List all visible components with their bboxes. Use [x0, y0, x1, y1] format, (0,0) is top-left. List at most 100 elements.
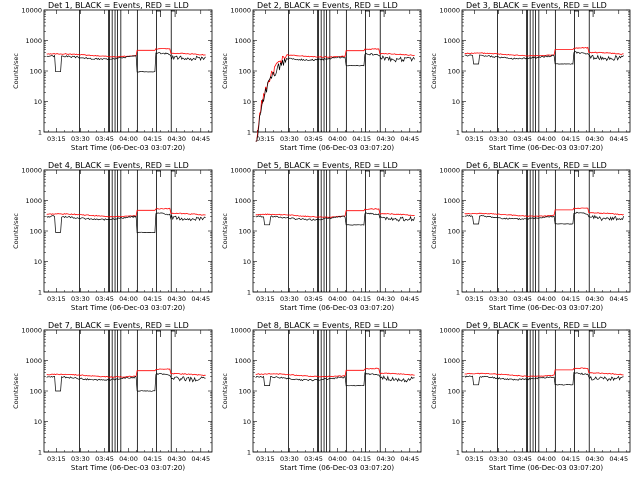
- y-axis-label: Counts/sec: [430, 373, 438, 409]
- x-tick-label: 03:30: [489, 455, 508, 463]
- x-tick-label: 04:00: [119, 455, 138, 463]
- series-events-line: [46, 212, 206, 234]
- interval-bracket: [574, 10, 579, 17]
- panel-title: Det 1, BLACK = Events, RED = LLD: [48, 1, 189, 10]
- series-events-line: [464, 51, 624, 65]
- series-lld-line: [255, 48, 415, 142]
- x-axis-label: Start Time (06-Dec-03 03:07:20): [280, 304, 394, 312]
- y-axis-label: Counts/sec: [12, 373, 20, 409]
- interval-bracket: [380, 170, 385, 177]
- y-axis-label: Counts/sec: [430, 213, 438, 249]
- interval-bracket: [380, 10, 385, 17]
- x-tick-label: 04:30: [376, 135, 395, 143]
- y-tick-label: 10: [34, 258, 42, 266]
- panel-det-3: Det 3, BLACK = Events, RED = LLD 1 10 100 10…: [430, 1, 631, 152]
- plot-frame: [252, 9, 422, 133]
- y-tick-label: 1: [38, 449, 42, 457]
- series-events-line: [464, 372, 624, 386]
- y-tick-label: 100: [448, 68, 460, 76]
- series-lld-line: [255, 367, 415, 378]
- panel-title: Det 3, BLACK = Events, RED = LLD: [466, 1, 607, 10]
- interval-bracket: [380, 330, 385, 337]
- series-lld-line: [46, 207, 206, 218]
- y-tick-label: 100: [30, 388, 42, 396]
- y-tick-label: 100: [239, 388, 251, 396]
- x-tick-label: 03:30: [71, 135, 90, 143]
- x-tick-label: 03:30: [280, 455, 299, 463]
- x-tick-label: 03:30: [71, 455, 90, 463]
- x-tick-label: 03:45: [304, 135, 323, 143]
- panel-det-2: Det 2, BLACK = Events, RED = LLD 1 10 100 10…: [221, 1, 422, 152]
- y-tick-label: 100: [30, 68, 42, 76]
- x-tick-label: 03:30: [280, 135, 299, 143]
- y-tick-label: 1: [456, 289, 460, 297]
- y-tick-label: 10000: [230, 327, 251, 335]
- y-tick-label: 1000: [234, 37, 251, 45]
- y-tick-label: 1: [38, 129, 42, 137]
- x-tick-label: 03:45: [304, 455, 323, 463]
- y-axis-label: Counts/sec: [221, 213, 229, 249]
- x-tick-label: 03:15: [465, 455, 484, 463]
- panel-det-6: Det 6, BLACK = Events, RED = LLD 1 10 100 10…: [430, 161, 631, 312]
- x-tick-label: 04:30: [376, 455, 395, 463]
- x-tick-label: 04:00: [537, 455, 556, 463]
- y-axis-label: Counts/sec: [12, 213, 20, 249]
- x-tick-label: 04:00: [328, 455, 347, 463]
- series-lld-line: [46, 368, 206, 378]
- x-tick-label: 04:30: [167, 295, 186, 303]
- x-tick-label: 04:30: [167, 135, 186, 143]
- panel-det-9: Det 9, BLACK = Events, RED = LLD 1 10 100 10…: [430, 321, 631, 472]
- x-tick-label: 04:45: [609, 455, 628, 463]
- interval-bracket: [589, 170, 594, 177]
- x-tick-label: 04:15: [143, 455, 162, 463]
- x-tick-label: 03:15: [256, 135, 275, 143]
- x-tick-label: 03:45: [513, 135, 532, 143]
- y-tick-label: 1: [456, 449, 460, 457]
- series-events-line: [464, 211, 624, 225]
- interval-bracket: [365, 10, 370, 17]
- series-lld-line: [464, 207, 624, 217]
- plot-frame: [252, 329, 422, 453]
- y-tick-label: 10000: [230, 7, 251, 15]
- panel-det-7: Det 7, BLACK = Events, RED = LLD 1 10 100 10…: [12, 321, 213, 472]
- y-tick-label: 10000: [21, 167, 42, 175]
- x-tick-label: 03:15: [256, 455, 275, 463]
- x-tick-label: 04:30: [585, 135, 604, 143]
- y-tick-label: 10: [243, 418, 251, 426]
- y-axis-label: Counts/sec: [430, 53, 438, 89]
- x-tick-label: 04:45: [191, 455, 210, 463]
- x-tick-label: 03:15: [47, 295, 66, 303]
- y-tick-label: 10000: [230, 167, 251, 175]
- y-tick-label: 1000: [25, 357, 42, 365]
- panel-det-4: Det 4, BLACK = Events, RED = LLD 1 10 100 10…: [12, 161, 213, 312]
- plot-frame: [43, 329, 213, 453]
- series-events-line: [46, 372, 206, 392]
- y-tick-label: 10000: [21, 7, 42, 15]
- x-tick-label: 03:45: [95, 135, 114, 143]
- y-tick-label: 1: [456, 129, 460, 137]
- series-events-line: [255, 372, 415, 387]
- interval-bracket: [365, 330, 370, 337]
- interval-bracket: [574, 330, 579, 337]
- x-tick-label: 03:45: [513, 295, 532, 303]
- x-axis-label: Start Time (06-Dec-03 03:07:20): [489, 304, 603, 312]
- panel-title: Det 4, BLACK = Events, RED = LLD: [48, 161, 189, 170]
- x-axis-label: Start Time (06-Dec-03 03:07:20): [71, 304, 185, 312]
- x-tick-label: 04:30: [585, 295, 604, 303]
- x-tick-label: 03:15: [47, 455, 66, 463]
- y-tick-label: 1000: [25, 197, 42, 205]
- x-tick-label: 04:15: [143, 295, 162, 303]
- x-tick-label: 04:00: [119, 295, 138, 303]
- interval-bracket: [171, 170, 176, 177]
- panel-title: Det 2, BLACK = Events, RED = LLD: [257, 1, 398, 10]
- series-lld-line: [255, 208, 415, 218]
- y-tick-label: 1: [247, 129, 251, 137]
- x-tick-label: 04:15: [143, 135, 162, 143]
- y-tick-label: 1000: [234, 357, 251, 365]
- x-tick-label: 04:00: [537, 135, 556, 143]
- interval-bracket: [589, 330, 594, 337]
- interval-bracket: [589, 10, 594, 17]
- x-axis-label: Start Time (06-Dec-03 03:07:20): [280, 144, 394, 152]
- x-tick-label: 04:45: [609, 295, 628, 303]
